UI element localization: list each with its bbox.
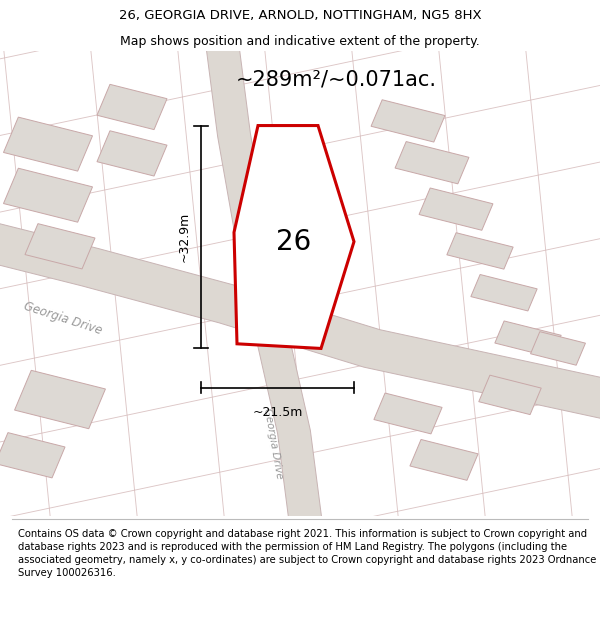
Polygon shape — [97, 84, 167, 129]
Polygon shape — [371, 100, 445, 142]
Polygon shape — [4, 168, 92, 222]
Polygon shape — [4, 117, 92, 171]
Polygon shape — [14, 371, 106, 429]
Text: Map shows position and indicative extent of the property.: Map shows position and indicative extent… — [120, 34, 480, 48]
Polygon shape — [395, 141, 469, 184]
Polygon shape — [97, 131, 167, 176]
Polygon shape — [530, 332, 586, 365]
Text: 26: 26 — [277, 228, 311, 256]
Text: 26, GEORGIA DRIVE, ARNOLD, NOTTINGHAM, NG5 8HX: 26, GEORGIA DRIVE, ARNOLD, NOTTINGHAM, N… — [119, 9, 481, 22]
Polygon shape — [471, 274, 537, 311]
Polygon shape — [410, 439, 478, 481]
Polygon shape — [0, 432, 65, 478]
Polygon shape — [374, 393, 442, 434]
Text: ~289m²/~0.071ac.: ~289m²/~0.071ac. — [236, 69, 437, 89]
Polygon shape — [495, 321, 561, 357]
Polygon shape — [206, 41, 322, 526]
Text: ~32.9m: ~32.9m — [177, 212, 190, 262]
Polygon shape — [447, 232, 513, 269]
Polygon shape — [25, 224, 95, 269]
Polygon shape — [234, 126, 354, 349]
Text: Georgia Drive: Georgia Drive — [262, 408, 284, 480]
Polygon shape — [0, 218, 600, 423]
Text: ~21.5m: ~21.5m — [253, 406, 302, 419]
Text: Contains OS data © Crown copyright and database right 2021. This information is : Contains OS data © Crown copyright and d… — [18, 529, 596, 578]
Polygon shape — [419, 188, 493, 230]
Text: Georgia Drive: Georgia Drive — [22, 299, 104, 337]
Polygon shape — [479, 375, 541, 414]
